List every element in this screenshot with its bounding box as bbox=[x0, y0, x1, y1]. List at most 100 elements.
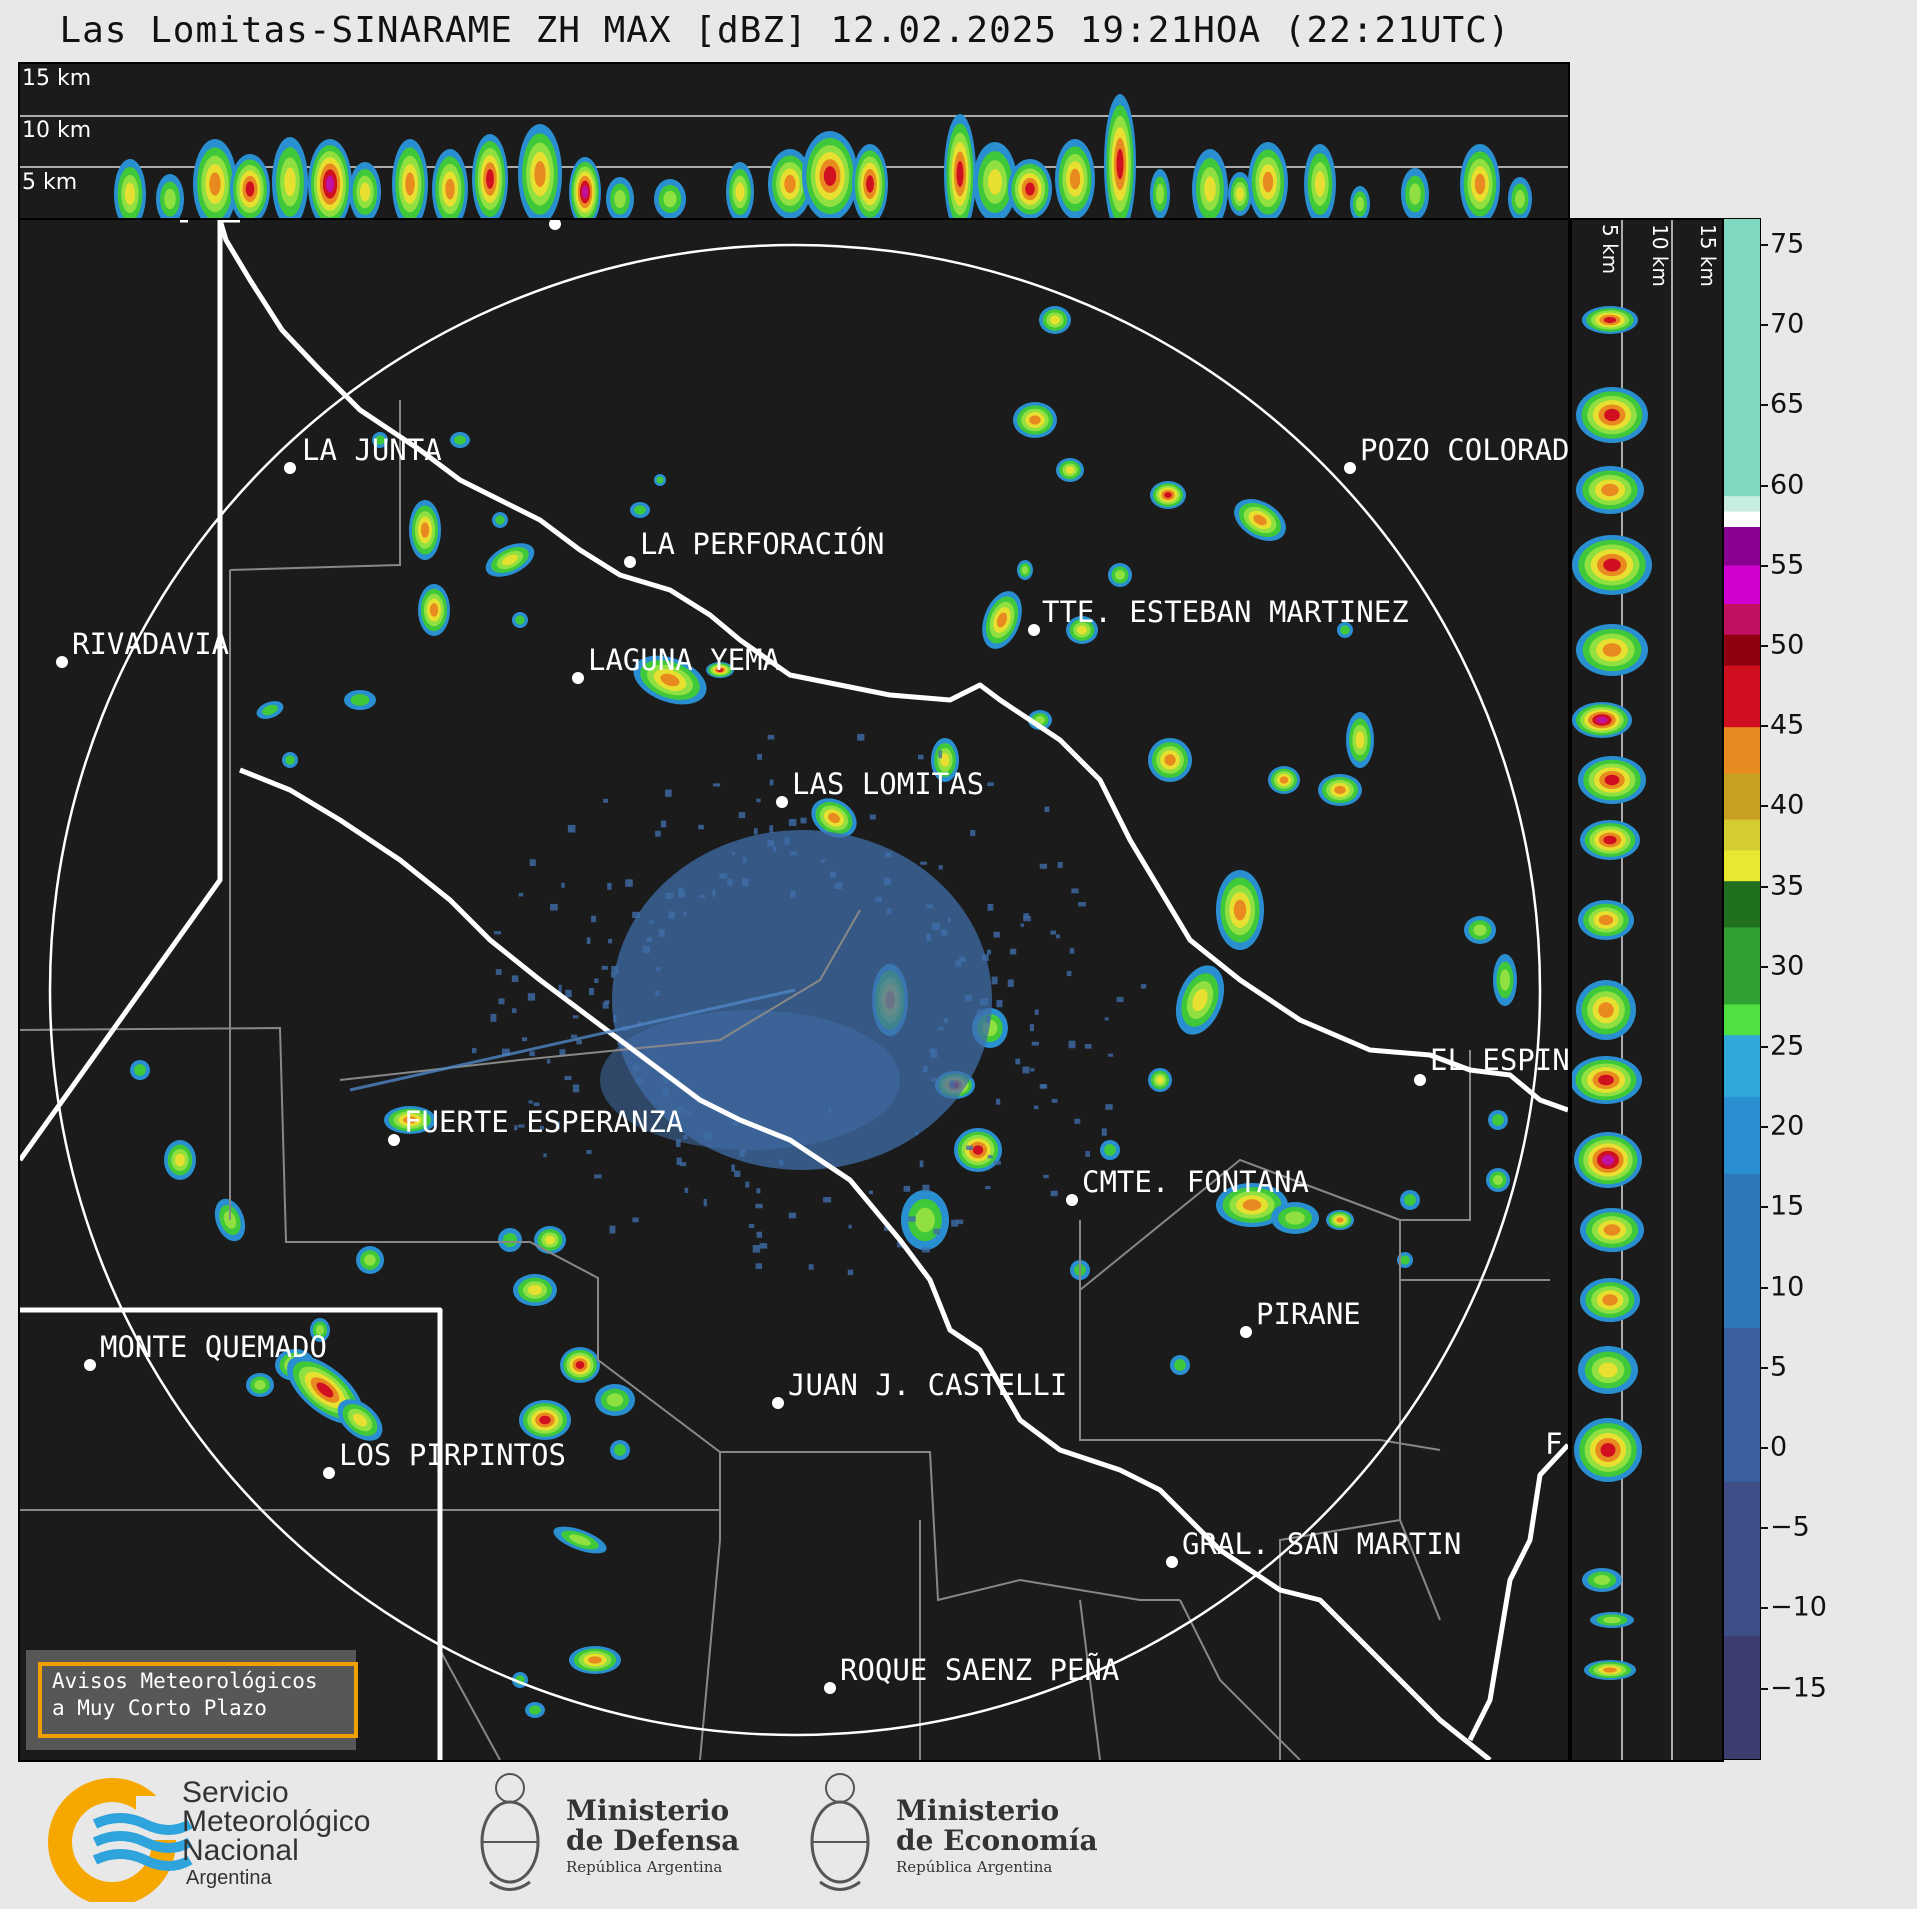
clutter-speck bbox=[602, 966, 608, 970]
alt-label-5km: 5 km bbox=[22, 170, 77, 195]
echo-cell bbox=[1598, 1075, 1614, 1086]
echo-cell bbox=[254, 1380, 266, 1390]
footer-logos: Servicio Meteorológico Nacional Argentin… bbox=[0, 1762, 1917, 1909]
clutter-speck bbox=[561, 883, 564, 888]
echo-cell bbox=[534, 161, 545, 187]
side-cross-section-plot bbox=[1572, 220, 1722, 1760]
echo-cell bbox=[1605, 775, 1620, 786]
colorbar-tick-mark bbox=[1760, 1126, 1768, 1128]
colorbar-segment bbox=[1724, 1097, 1760, 1175]
city-dot bbox=[84, 1359, 96, 1371]
clutter-speck bbox=[698, 825, 704, 830]
echo-cell bbox=[1601, 484, 1619, 496]
city-dot bbox=[572, 672, 584, 684]
clutter-speck bbox=[543, 1153, 546, 1157]
echo-cell bbox=[454, 435, 466, 444]
echo-cell bbox=[164, 189, 176, 210]
echo-cell bbox=[1334, 786, 1345, 794]
economia-line-1: Ministerio bbox=[896, 1796, 1098, 1826]
city-label: RIVADAVIA bbox=[72, 627, 229, 661]
clutter-speck bbox=[550, 904, 558, 911]
coat-of-arms-icon bbox=[470, 1762, 550, 1902]
defensa-line-2: de Defensa bbox=[566, 1826, 739, 1856]
clutter-speck bbox=[1117, 997, 1124, 1002]
echo-cell bbox=[284, 168, 295, 197]
echo-cell bbox=[209, 172, 220, 195]
warning-box[interactable]: Avisos Meteorológicos a Muy Corto Plazo bbox=[26, 1650, 356, 1750]
echo-cell bbox=[1603, 836, 1616, 845]
echo-cell bbox=[405, 172, 414, 195]
clutter-speck bbox=[920, 1160, 924, 1167]
city-label: TEZÉN bbox=[562, 218, 649, 227]
clutter-speck bbox=[573, 1084, 579, 1092]
echo-cell bbox=[866, 175, 874, 193]
colorbar-tick-label: 40 bbox=[1770, 790, 1804, 821]
warning-line-1: Avisos Meteorológicos bbox=[52, 1668, 344, 1695]
echo-cell bbox=[1598, 1002, 1614, 1018]
echo-cell bbox=[1475, 174, 1485, 195]
clutter-speck bbox=[589, 988, 594, 995]
echo-cell bbox=[1492, 1114, 1504, 1126]
defensa-logo-text: Ministerio de Defensa República Argentin… bbox=[566, 1796, 739, 1878]
colorbar-segment bbox=[1724, 566, 1760, 606]
city-label: LA JUNTA bbox=[302, 433, 442, 467]
colorbar-tick-mark bbox=[1760, 404, 1768, 406]
clutter-speck bbox=[970, 830, 975, 836]
clutter-speck bbox=[956, 1220, 963, 1225]
city-dot bbox=[1066, 1194, 1078, 1206]
echo-cell bbox=[988, 169, 1002, 194]
clutter-speck bbox=[594, 978, 598, 982]
city-dot bbox=[1414, 1074, 1426, 1086]
warning-line-2: a Muy Corto Plazo bbox=[52, 1695, 344, 1722]
colorbar-segment bbox=[1724, 1174, 1760, 1329]
colorbar-segment bbox=[1724, 512, 1760, 528]
side-alt-label-15km: 15 km bbox=[1696, 224, 1720, 287]
coat-of-arms-icon bbox=[800, 1762, 880, 1902]
clutter-speck bbox=[789, 1213, 796, 1219]
clutter-speck bbox=[734, 1171, 740, 1177]
colorbar-tick-label: 0 bbox=[1770, 1432, 1787, 1463]
echo-cell bbox=[1025, 182, 1035, 195]
echo-cell bbox=[529, 1705, 541, 1714]
clutter-speck bbox=[753, 1245, 760, 1253]
clutter-speck bbox=[1056, 934, 1060, 938]
city-dot bbox=[1028, 624, 1040, 636]
colorbar-tick-mark bbox=[1760, 805, 1768, 807]
clutter-speck bbox=[685, 1188, 689, 1193]
city-dot bbox=[824, 1682, 836, 1694]
echo-cell bbox=[1115, 570, 1125, 580]
clutter-speck bbox=[757, 1232, 763, 1238]
clutter-speck bbox=[996, 1099, 1000, 1105]
echo-cell bbox=[1236, 187, 1244, 201]
colorbar-tick-label: 20 bbox=[1770, 1111, 1804, 1142]
echo-cell bbox=[528, 1285, 542, 1295]
alt-label-10km: 10 km bbox=[22, 118, 91, 143]
clutter-speck bbox=[472, 1048, 476, 1053]
echo-cell bbox=[1604, 1224, 1621, 1235]
radar-map[interactable]: TEZÉN LA JUNTA POZO COLORAD LA PERFORACIÓN T… bbox=[18, 218, 1570, 1762]
colorbar-tick-label: −10 bbox=[1770, 1592, 1827, 1623]
clutter-speck bbox=[661, 821, 666, 828]
clutter-speck bbox=[625, 879, 633, 886]
clutter-speck bbox=[1030, 1024, 1034, 1031]
echo-cell bbox=[736, 182, 745, 201]
echo-cell bbox=[1234, 900, 1246, 921]
echo-cell bbox=[1156, 1076, 1164, 1084]
clutter-speck bbox=[528, 993, 535, 1000]
colorbar-tick-mark bbox=[1760, 244, 1768, 246]
colorbar-tick-mark bbox=[1760, 645, 1768, 647]
echo-cell bbox=[1602, 1155, 1615, 1166]
clutter-speck bbox=[1030, 1068, 1034, 1071]
clutter-speck bbox=[1050, 931, 1055, 935]
clutter-speck bbox=[494, 931, 501, 934]
colorbar-tick-mark bbox=[1760, 485, 1768, 487]
echo-cell bbox=[125, 183, 135, 205]
echo-cell bbox=[663, 191, 676, 207]
clutter-speck bbox=[789, 819, 797, 826]
clutter-speck bbox=[745, 1182, 749, 1188]
colorbar-segment bbox=[1724, 820, 1760, 852]
echo-cell bbox=[445, 179, 454, 200]
city-dot bbox=[56, 656, 68, 668]
warning-box-frame: Avisos Meteorológicos a Muy Corto Plazo bbox=[38, 1662, 358, 1738]
clutter-speck bbox=[1043, 1175, 1048, 1178]
